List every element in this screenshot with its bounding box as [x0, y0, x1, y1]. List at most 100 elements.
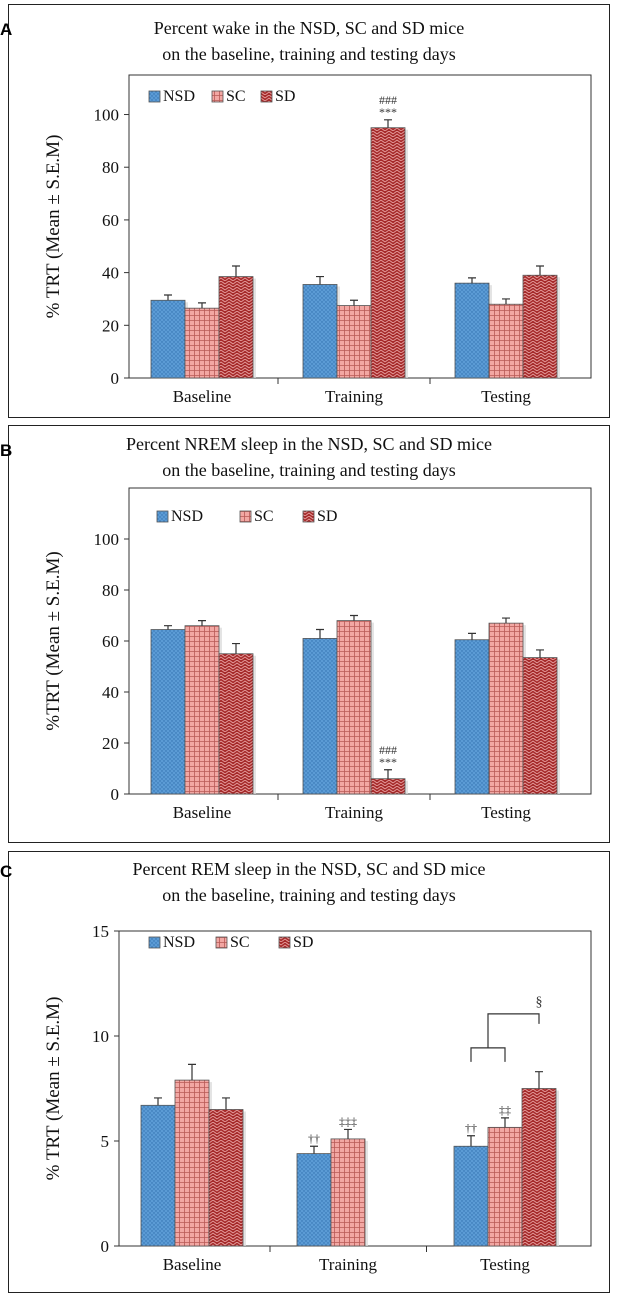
- error-bar: [222, 1097, 230, 1110]
- error-bar: [384, 119, 392, 128]
- legend-label-sd: SD: [293, 934, 313, 951]
- error-bar: [164, 625, 172, 630]
- legend-label-sd: SD: [275, 88, 295, 105]
- y-axis-label: %TRT (Mean ± S.E.M): [43, 551, 64, 730]
- bar-sc-training: [336, 620, 372, 795]
- error-bar: [188, 1063, 196, 1081]
- significance-marker: ††: [308, 1131, 320, 1145]
- error-bar: [310, 1145, 318, 1154]
- bar-sd-testing: [521, 1088, 557, 1247]
- error-bar: [502, 298, 510, 305]
- error-bar: [468, 632, 476, 640]
- y-tick-label: 40: [102, 264, 119, 283]
- legend-swatch-sd: [278, 936, 291, 949]
- y-tick-label: 60: [102, 211, 119, 230]
- y-tick-label: 20: [102, 316, 119, 335]
- x-tick-label-testing: Testing: [481, 803, 531, 822]
- error-bar: [384, 769, 392, 779]
- error-bar: [198, 620, 206, 626]
- significance-marker: ###: [379, 93, 397, 107]
- legend-swatch-sd: [260, 90, 273, 103]
- bar-sc-training: [330, 1138, 366, 1247]
- significance-marker: ***: [379, 755, 397, 769]
- bar-nsd-training: [296, 1153, 332, 1247]
- bar-sd-baseline: [218, 276, 254, 379]
- legend-label-sd: SD: [317, 508, 337, 525]
- y-tick-label: 5: [101, 1132, 110, 1151]
- y-tick-label: 80: [102, 158, 119, 177]
- x-tick-label-testing: Testing: [481, 387, 531, 406]
- error-bar: [468, 277, 476, 284]
- y-tick-label: 15: [92, 922, 109, 941]
- panel-c: Percent REM sleep in the NSD, SC and SD …: [8, 851, 610, 1293]
- legend-label-nsd: NSD: [171, 508, 203, 525]
- panel-label-b: B: [0, 441, 13, 460]
- legend-swatch-sc: [215, 936, 228, 949]
- bar-nsd-baseline: [150, 299, 186, 379]
- chart-title-line-1: Percent REM sleep in the NSD, SC and SD …: [133, 859, 486, 879]
- legend-label-nsd: NSD: [163, 88, 195, 105]
- y-tick-label: 80: [102, 581, 119, 600]
- y-tick-label: 10: [92, 1027, 109, 1046]
- chart-title-line-2: on the baseline, training and testing da…: [162, 44, 455, 64]
- x-tick-label-baseline: Baseline: [173, 803, 232, 822]
- error-bar: [344, 1128, 352, 1139]
- y-tick-label: 0: [111, 369, 120, 388]
- bar-sd-testing: [522, 274, 558, 379]
- legend-label-sc: SC: [230, 934, 250, 951]
- bar-nsd-training: [302, 284, 338, 379]
- panel-b: Percent NREM sleep in the NSD, SC and SD…: [8, 425, 610, 843]
- bar-nsd-baseline: [140, 1104, 176, 1247]
- significance-marker: ‡‡‡: [339, 1114, 357, 1128]
- error-bar: [501, 1117, 509, 1128]
- bar-sc-baseline: [184, 307, 220, 379]
- chart-title-line-1: Percent wake in the NSD, SC and SD mice: [154, 18, 464, 38]
- y-axis-label: % TRT (Mean ± S.E.M): [43, 997, 64, 1181]
- x-tick-label-training: Training: [325, 387, 383, 406]
- error-bar: [232, 642, 240, 654]
- legend-swatch-sc: [239, 510, 252, 523]
- chart-title-line-1: Percent NREM sleep in the NSD, SC and SD…: [126, 434, 492, 454]
- bar-sc-baseline: [184, 625, 220, 795]
- panel-label-a: A: [0, 20, 13, 39]
- bar-nsd-testing: [453, 1145, 489, 1247]
- bar-sc-testing: [488, 303, 524, 379]
- error-bar: [316, 628, 324, 639]
- error-bar: [154, 1097, 162, 1106]
- legend-label-sc: SC: [254, 508, 274, 525]
- nrem-chart: Percent NREM sleep in the NSD, SC and SD…: [43, 434, 592, 822]
- error-bar: [232, 265, 240, 277]
- legend-label-sc: SC: [226, 88, 246, 105]
- error-bar: [502, 617, 510, 624]
- x-tick-label-training: Training: [319, 1255, 377, 1274]
- bar-sd-training: [370, 778, 406, 795]
- y-tick-label: 20: [102, 734, 119, 753]
- error-bar: [350, 299, 358, 306]
- y-tick-label: 100: [94, 106, 120, 125]
- significance-marker: ***: [379, 105, 397, 119]
- significance-marker: ‡‡: [499, 1103, 511, 1117]
- legend-label-nsd: NSD: [163, 934, 195, 951]
- y-tick-label: 0: [101, 1237, 110, 1256]
- bar-sd-testing: [522, 657, 558, 795]
- y-axis-label: % TRT (Mean ± S.E.M): [43, 135, 64, 319]
- legend-swatch-sc: [211, 90, 224, 103]
- error-bar: [350, 614, 358, 621]
- panel-label-c: C: [0, 862, 13, 881]
- y-tick-label: 40: [102, 683, 119, 702]
- bar-sc-baseline: [174, 1079, 210, 1247]
- significance-marker: ###: [379, 743, 397, 757]
- error-bar: [535, 1071, 543, 1089]
- x-tick-label-training: Training: [325, 803, 383, 822]
- significance-marker: ††: [465, 1121, 477, 1135]
- y-tick-label: 60: [102, 632, 119, 651]
- comparison-bracket: [470, 1013, 540, 1062]
- panel-a: Percent wake in the NSD, SC and SD mice o…: [8, 4, 610, 418]
- legend-swatch-sd: [302, 510, 315, 523]
- bar-sd-baseline: [218, 653, 254, 795]
- bar-sc-training: [336, 305, 372, 379]
- chart-title-line-2: on the baseline, training and testing da…: [162, 460, 455, 480]
- error-bar: [198, 302, 206, 309]
- error-bar: [164, 294, 172, 301]
- bar-nsd-baseline: [150, 629, 186, 795]
